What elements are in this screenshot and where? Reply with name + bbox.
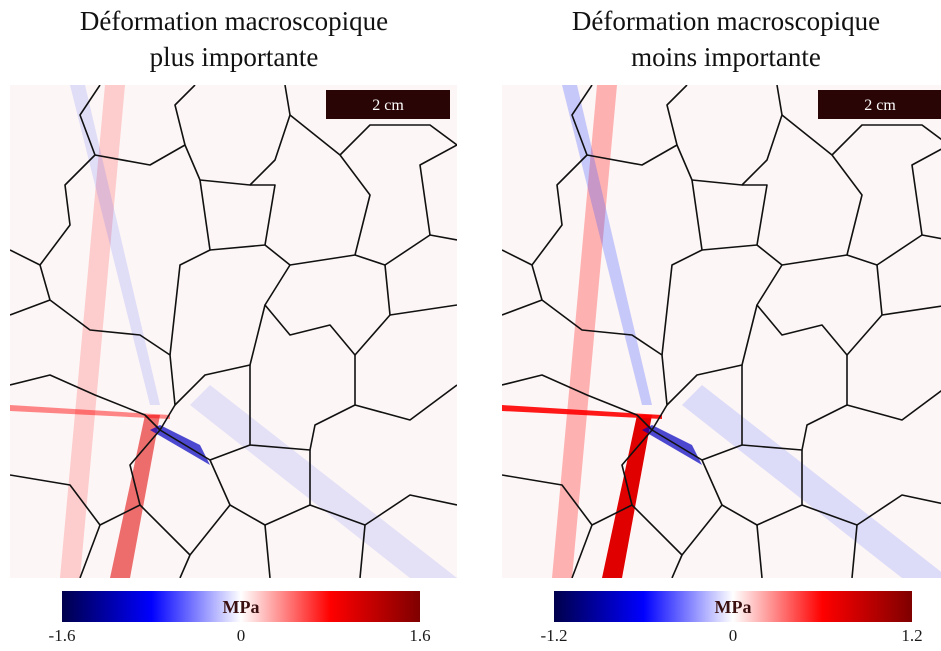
panel-title: moins importante <box>631 42 821 72</box>
stress-band <box>602 415 652 578</box>
panel-title: Déformation macroscopique <box>572 6 880 36</box>
scale-bar <box>818 90 941 119</box>
colorbar-tick-label: 0 <box>729 626 738 645</box>
map-background <box>10 85 457 578</box>
colorbar-tick-label: 1.2 <box>901 626 922 645</box>
scale-bar-label: 2 cm <box>864 97 896 114</box>
stress-band <box>110 415 160 578</box>
colorbar-tick-label: -1.2 <box>541 626 568 645</box>
stress-map <box>10 85 457 578</box>
colorbar <box>554 591 912 622</box>
colorbar-tick-label: 0 <box>237 626 246 645</box>
stress-map <box>502 85 941 578</box>
colorbar-tick-label: 1.6 <box>409 626 430 645</box>
colorbar-label: MPa <box>715 597 752 617</box>
stress-band <box>10 405 170 419</box>
colorbar <box>62 591 420 622</box>
scale-bar-label: 2 cm <box>372 97 404 114</box>
stress-band <box>150 425 210 465</box>
scale-bar <box>326 90 450 119</box>
colorbar-label: MPa <box>223 597 260 617</box>
panel-title: Déformation macroscopique <box>80 6 388 36</box>
stress-band <box>552 85 617 578</box>
stress-band <box>502 405 662 419</box>
stress-band <box>682 385 941 578</box>
panel-title: plus importante <box>150 42 319 72</box>
stress-band <box>190 385 457 578</box>
stress-band <box>70 85 160 405</box>
stress-band <box>60 85 125 578</box>
stress-band <box>642 425 702 465</box>
colorbar-tick-label: -1.6 <box>49 626 76 645</box>
stress-band <box>562 85 652 405</box>
